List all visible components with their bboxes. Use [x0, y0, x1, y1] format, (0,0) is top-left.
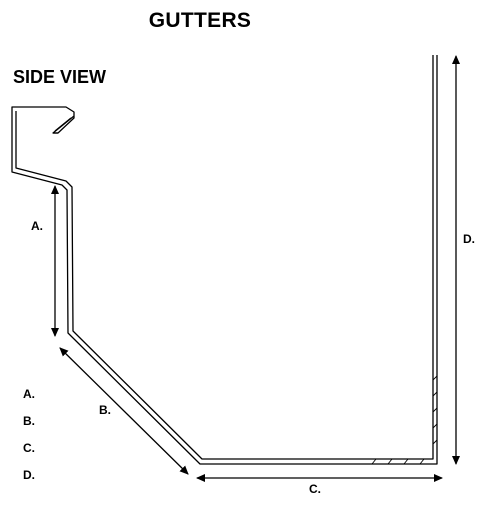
legend-item-a: A.	[23, 387, 35, 401]
bottom-hatching	[371, 458, 425, 465]
gutter-profile-inner-line	[15, 55, 434, 460]
back-wall-hatching	[432, 375, 438, 445]
legend-item-b: B.	[23, 414, 35, 428]
dimension-c-label: C.	[309, 482, 321, 496]
dimension-b-label: B.	[99, 403, 111, 417]
dimension-a-label: A.	[31, 219, 43, 233]
legend-item-d: D.	[23, 468, 35, 482]
page-title: GUTTERS	[148, 9, 252, 32]
dimension-b-arrow	[59, 347, 189, 475]
gutter-profile-outer-line	[11, 55, 438, 465]
legend-item-c: C.	[23, 441, 35, 455]
view-label: SIDE VIEW	[13, 67, 107, 87]
dimension-d-label: D.	[463, 232, 475, 246]
